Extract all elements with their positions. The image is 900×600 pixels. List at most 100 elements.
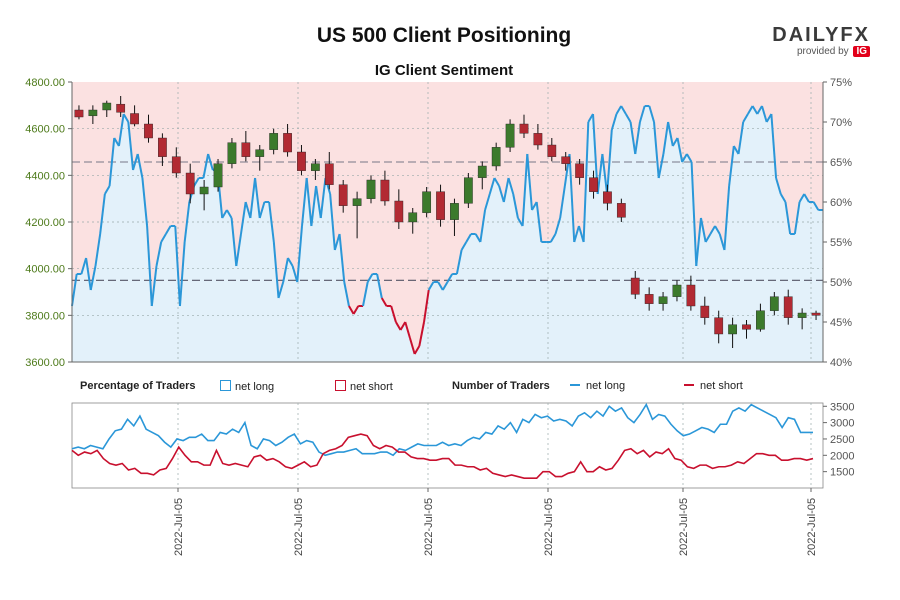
sentiment-segment <box>117 113 125 147</box>
sentiment-segment <box>230 217 238 267</box>
sentiment-segment <box>638 105 646 123</box>
sentiment-segment <box>408 337 416 355</box>
right-tick-label: 70% <box>830 117 852 129</box>
sentiment-segment <box>277 281 285 299</box>
sentiment-segment <box>80 257 88 275</box>
sentiment-segment <box>714 225 721 235</box>
candle-body <box>227 142 237 164</box>
sentiment-segment <box>793 201 801 235</box>
sentiment-segment <box>136 153 144 179</box>
right-tick-label: 60% <box>830 197 852 209</box>
candle-body <box>519 123 529 134</box>
candle-body <box>644 294 654 304</box>
traders-short-line <box>71 433 814 479</box>
sentiment-segment <box>775 177 782 195</box>
sentiment-segment <box>728 145 735 187</box>
right-tick-label: 50% <box>830 277 852 289</box>
x-tick-label: 2022-Jul-05 <box>678 498 690 556</box>
sentiment-segment <box>235 233 242 267</box>
sentiment-segment <box>423 289 430 323</box>
legend-pct-long: net long <box>220 380 274 393</box>
candle-body <box>297 151 306 171</box>
sentiment-segment <box>291 265 299 283</box>
legend-num-short-label: net short <box>700 380 743 392</box>
candle-body <box>700 305 710 318</box>
sentiment-segment <box>657 153 665 179</box>
legend-pct-short-label: net short <box>350 381 393 393</box>
candle-body <box>102 102 112 111</box>
right-tick-label: 45% <box>830 317 852 329</box>
sentiment-segment <box>573 225 580 243</box>
candle-body <box>630 277 640 295</box>
sentiment-segment <box>296 225 303 283</box>
legend-num-short-swatch <box>684 384 694 386</box>
sentiment-segment <box>662 121 670 155</box>
sentiment-segment <box>103 185 111 195</box>
sentiment-segment <box>244 201 252 219</box>
legend-num-long-label: net long <box>586 380 626 392</box>
brand-provided-by: provided by IG <box>760 46 870 57</box>
sentiment-segment <box>89 265 97 291</box>
sentiment-segment <box>380 297 388 307</box>
candle-body <box>144 123 153 139</box>
candle-body <box>366 179 376 199</box>
sentiment-segment <box>165 225 172 235</box>
traders-tick-label: 1500 <box>830 467 854 479</box>
sentiment-segment <box>362 281 369 307</box>
sentiment-segment <box>709 225 716 235</box>
sentiment-segment <box>160 233 167 243</box>
sentiment-segment <box>338 233 346 283</box>
traders-tick-label: 3000 <box>830 418 854 430</box>
sentiment-segment <box>610 113 618 131</box>
sentiment-segment <box>193 177 200 187</box>
sentiment-segment <box>221 209 228 219</box>
sentiment-segment <box>498 185 505 203</box>
sentiment-segment <box>376 273 383 299</box>
sentiment-segment <box>667 121 674 147</box>
sentiment-segment <box>268 201 275 243</box>
sentiment-segment <box>226 209 233 219</box>
sentiment-segment <box>300 177 308 227</box>
sentiment-segment <box>502 177 510 203</box>
sentiment-segment <box>85 257 92 291</box>
sentiment-segment <box>756 105 763 115</box>
sentiment-segment <box>183 201 191 243</box>
sentiment-segment <box>333 233 341 251</box>
sentiment-segment <box>352 305 360 315</box>
sentiment-segment <box>146 225 153 307</box>
sentiment-segment <box>648 105 655 123</box>
candle-body <box>324 163 334 185</box>
candle-body <box>213 163 223 188</box>
sentiment-segment <box>629 121 637 155</box>
sentiment-segment <box>319 177 327 219</box>
sentiment-segment <box>737 121 745 155</box>
candle-body <box>756 310 765 330</box>
candle-body <box>616 203 626 218</box>
left-tick-label: 4400.00 <box>25 170 65 182</box>
sentiment-segment <box>526 153 533 211</box>
x-tick-label: 2022-Jul-05 <box>423 498 435 556</box>
candle-body <box>158 137 167 157</box>
sentiment-segment <box>122 113 130 123</box>
candle-body <box>547 144 557 157</box>
sentiment-segment <box>681 153 688 163</box>
sentiment-segment <box>686 153 693 163</box>
candle-body <box>352 198 362 206</box>
candle-body <box>686 284 696 307</box>
sentiment-segment <box>441 281 449 291</box>
sentiment-segment <box>446 273 454 283</box>
candle-body <box>811 312 821 316</box>
candle-body <box>575 163 584 178</box>
sentiment-segment <box>455 249 463 275</box>
sentiment-segment <box>606 129 613 195</box>
sentiment-segment <box>704 233 712 243</box>
sentiment-segment <box>249 177 257 219</box>
sentiment-segment <box>174 225 181 307</box>
sentiment-segment <box>601 153 609 195</box>
sentiment-segment <box>770 113 778 179</box>
sentiment-segment <box>488 177 496 195</box>
candle-body <box>199 186 209 195</box>
candle-body <box>422 191 432 213</box>
traders-long-line <box>71 402 813 457</box>
